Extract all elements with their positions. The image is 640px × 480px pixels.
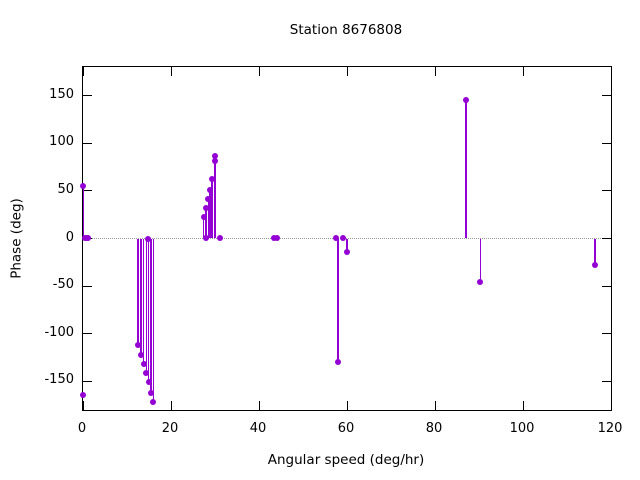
y-tick-mark — [83, 190, 92, 192]
x-axis-label: Angular speed (deg/hr) — [267, 452, 425, 468]
x-tick-mark — [522, 401, 524, 410]
y-tick-label: 0 — [65, 229, 74, 245]
data-point-marker — [144, 235, 151, 242]
y-tick-label: -50 — [52, 277, 74, 293]
data-point-marker — [145, 379, 152, 386]
y-tick-mark — [602, 333, 611, 335]
y-tick-mark — [83, 95, 92, 97]
impulse-stem — [205, 208, 207, 239]
data-point-marker — [211, 158, 218, 165]
y-tick-label: 100 — [49, 134, 74, 150]
impulse-stem — [214, 155, 217, 239]
y-tick-label: 50 — [57, 181, 74, 197]
y-tick-mark — [83, 285, 92, 287]
x-tick-label: 100 — [509, 421, 535, 436]
data-point-marker — [335, 359, 342, 366]
y-tick-mark — [602, 95, 611, 97]
x-tick-mark — [610, 67, 612, 76]
data-point-marker — [200, 213, 207, 220]
data-point-marker — [339, 234, 346, 241]
data-point-marker — [592, 262, 599, 269]
y-tick-mark — [83, 142, 92, 144]
impulse-stem — [150, 238, 152, 393]
data-point-marker — [273, 234, 280, 241]
impulse-stem — [202, 216, 205, 239]
y-tick-label: 150 — [49, 86, 74, 102]
y-tick-mark — [602, 142, 611, 144]
x-tick-mark — [522, 67, 524, 76]
data-point-marker — [84, 234, 91, 241]
data-point-marker — [140, 361, 147, 368]
x-tick-mark — [170, 401, 172, 410]
x-tick-label: 40 — [249, 421, 267, 436]
data-point-marker — [147, 389, 154, 396]
data-point-marker — [205, 196, 212, 203]
data-point-marker — [207, 186, 214, 193]
y-tick-mark — [602, 238, 611, 239]
x-tick-label: 60 — [337, 421, 355, 436]
plot-area — [80, 66, 612, 411]
data-point-marker — [150, 399, 157, 406]
y-tick-mark — [602, 380, 611, 382]
data-point-marker — [344, 248, 350, 255]
data-point-marker — [203, 205, 210, 211]
x-tick-label: 120 — [597, 421, 623, 436]
data-point-marker — [212, 152, 219, 159]
data-point-marker — [208, 176, 215, 183]
y-tick-mark — [83, 380, 92, 382]
x-tick-mark — [82, 401, 84, 410]
chart-title: Station 8676808 — [289, 22, 403, 38]
x-tick-mark — [258, 67, 260, 76]
y-tick-label: -150 — [44, 372, 74, 388]
impulse-stem — [145, 238, 148, 373]
x-tick-mark — [434, 67, 436, 76]
data-point-marker — [477, 279, 484, 286]
data-point-marker — [216, 234, 223, 241]
impulse-stem — [142, 238, 145, 365]
impulse-stem — [594, 238, 596, 266]
x-tick-mark — [170, 67, 172, 76]
impulse-stem — [346, 238, 348, 252]
impulse-stem — [337, 238, 339, 363]
impulse-stem — [147, 238, 150, 383]
y-tick-mark — [83, 333, 92, 335]
impulse-stem — [137, 238, 139, 346]
data-point-marker — [135, 342, 141, 349]
y-tick-mark — [602, 285, 611, 287]
x-tick-mark — [610, 401, 612, 410]
y-tick-mark — [602, 190, 611, 192]
impulse-stem — [211, 179, 213, 239]
x-tick-mark — [346, 401, 348, 410]
data-point-marker — [202, 234, 209, 241]
x-tick-label: 20 — [161, 421, 179, 436]
data-point-marker — [80, 183, 87, 190]
impulse-stem — [140, 238, 142, 355]
data-point-marker — [138, 351, 145, 358]
impulse-stem — [213, 161, 216, 239]
x-tick-label: 0 — [77, 421, 87, 436]
x-tick-mark — [258, 401, 260, 410]
impulse-stem — [209, 189, 211, 239]
impulse-stem — [207, 199, 210, 239]
data-point-marker — [462, 97, 469, 104]
x-tick-label: 80 — [425, 421, 443, 436]
impulse-stem — [82, 186, 85, 239]
impulse-stem — [479, 238, 482, 283]
y-tick-label: -100 — [44, 324, 74, 340]
data-point-marker — [80, 391, 87, 398]
impulse-stem — [152, 238, 155, 403]
x-tick-mark — [82, 67, 84, 76]
impulse-stem — [465, 100, 467, 239]
data-point-marker — [332, 234, 339, 241]
x-tick-mark — [346, 67, 348, 76]
x-tick-mark — [434, 401, 436, 410]
data-point-marker — [143, 369, 150, 376]
